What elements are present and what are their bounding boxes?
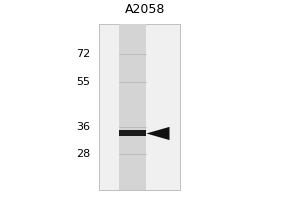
Text: A2058: A2058 xyxy=(125,3,166,16)
Text: 28: 28 xyxy=(76,149,90,159)
Bar xyxy=(118,24,146,190)
Bar xyxy=(118,130,146,136)
Text: 72: 72 xyxy=(76,49,90,59)
Text: 55: 55 xyxy=(76,77,90,87)
Polygon shape xyxy=(146,127,170,140)
Bar xyxy=(99,24,180,190)
Text: 36: 36 xyxy=(76,122,90,132)
